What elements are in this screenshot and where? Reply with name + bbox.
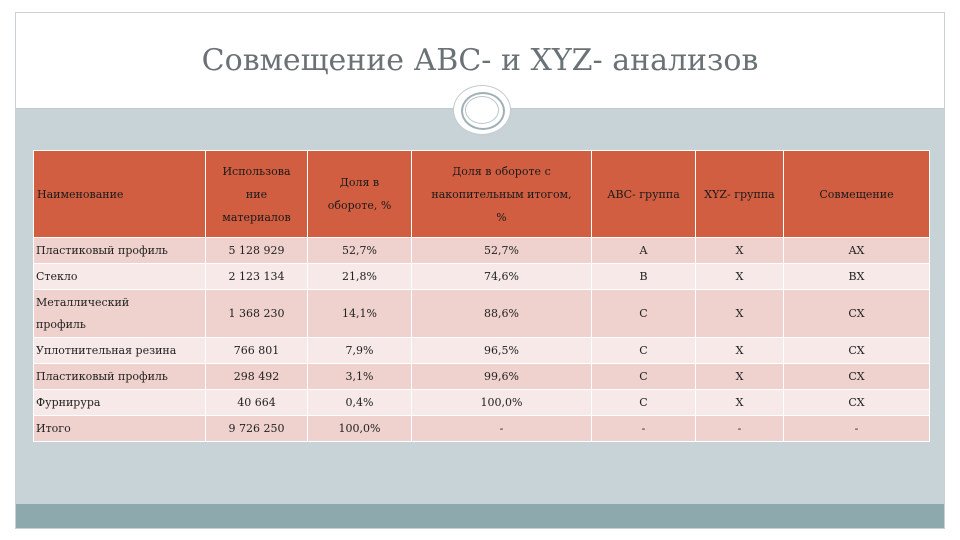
table-row: Фурнирура 40 664 0,4% 100,0% C X CX [33, 389, 930, 416]
cell-combined: CX [783, 337, 930, 364]
cell-cumulative: 99,6% [411, 363, 592, 390]
cell-name: Металлический профиль [33, 289, 206, 338]
cell-xyz: X [695, 363, 784, 390]
cell-combined: AX [783, 237, 930, 264]
cell-abc: A [591, 237, 696, 264]
cell-combined: BX [783, 263, 930, 290]
header-combined: Совмещение [783, 150, 930, 238]
cell-abc: C [591, 363, 696, 390]
ornament-inner-ring [465, 96, 499, 124]
cell-name: Уплотнительная резина [33, 337, 206, 364]
cell-usage: 40 664 [205, 389, 308, 416]
cell-abc: C [591, 337, 696, 364]
header-cumulative: Доля в обороте с накопительным итогом, % [411, 150, 592, 238]
table-row: Металлический профиль 1 368 230 14,1% 88… [33, 289, 930, 338]
header-usage: Использова ние материалов [205, 150, 308, 238]
cell-share: 3,1% [307, 363, 412, 390]
cell-abc: - [591, 415, 696, 442]
table-row: Пластиковый профиль 298 492 3,1% 99,6% C… [33, 363, 930, 390]
header-abc-group: АВС- группа [591, 150, 696, 238]
header-name: Наименование [33, 150, 206, 238]
table-row: Уплотнительная резина 766 801 7,9% 96,5%… [33, 337, 930, 364]
cell-name: Стекло [33, 263, 206, 290]
cell-cumulative: - [411, 415, 592, 442]
cell-abc: C [591, 389, 696, 416]
table-row: Стекло 2 123 134 21,8% 74,6% B X BX [33, 263, 930, 290]
oval-ring-ornament-icon [453, 85, 511, 135]
cell-xyz: X [695, 237, 784, 264]
cell-xyz: X [695, 263, 784, 290]
ornament-outer-ring [461, 92, 505, 130]
cell-share: 100,0% [307, 415, 412, 442]
cell-usage: 1 368 230 [205, 289, 308, 338]
cell-usage: 766 801 [205, 337, 308, 364]
table-row: Пластиковый профиль 5 128 929 52,7% 52,7… [33, 237, 930, 264]
cell-share: 21,8% [307, 263, 412, 290]
cell-cumulative: 74,6% [411, 263, 592, 290]
table-row-total: Итого 9 726 250 100,0% - - - - [33, 415, 930, 442]
cell-usage: 5 128 929 [205, 237, 308, 264]
table-header-row: Наименование Использова ние материалов Д… [33, 150, 930, 238]
cell-xyz: - [695, 415, 784, 442]
cell-share: 0,4% [307, 389, 412, 416]
footer-bar [16, 504, 944, 528]
cell-combined: CX [783, 389, 930, 416]
header-xyz-group: XYZ- группа [695, 150, 784, 238]
cell-name: Итого [33, 415, 206, 442]
cell-combined: - [783, 415, 930, 442]
cell-combined: CX [783, 363, 930, 390]
cell-abc: C [591, 289, 696, 338]
cell-xyz: X [695, 337, 784, 364]
cell-share: 52,7% [307, 237, 412, 264]
cell-name: Пластиковый профиль [33, 363, 206, 390]
cell-share: 14,1% [307, 289, 412, 338]
cell-combined: CX [783, 289, 930, 338]
cell-cumulative: 88,6% [411, 289, 592, 338]
slide-title: Совмещение АВС- и XYZ- анализов [201, 43, 759, 78]
cell-cumulative: 52,7% [411, 237, 592, 264]
cell-xyz: X [695, 289, 784, 338]
cell-share: 7,9% [307, 337, 412, 364]
cell-abc: B [591, 263, 696, 290]
cell-xyz: X [695, 389, 784, 416]
cell-cumulative: 100,0% [411, 389, 592, 416]
cell-usage: 9 726 250 [205, 415, 308, 442]
cell-name: Фурнирура [33, 389, 206, 416]
cell-usage: 298 492 [205, 363, 308, 390]
cell-name: Пластиковый профиль [33, 237, 206, 264]
cell-usage: 2 123 134 [205, 263, 308, 290]
cell-cumulative: 96,5% [411, 337, 592, 364]
abc-xyz-table: Наименование Использова ние материалов Д… [33, 150, 930, 442]
header-share: Доля в обороте, % [307, 150, 412, 238]
